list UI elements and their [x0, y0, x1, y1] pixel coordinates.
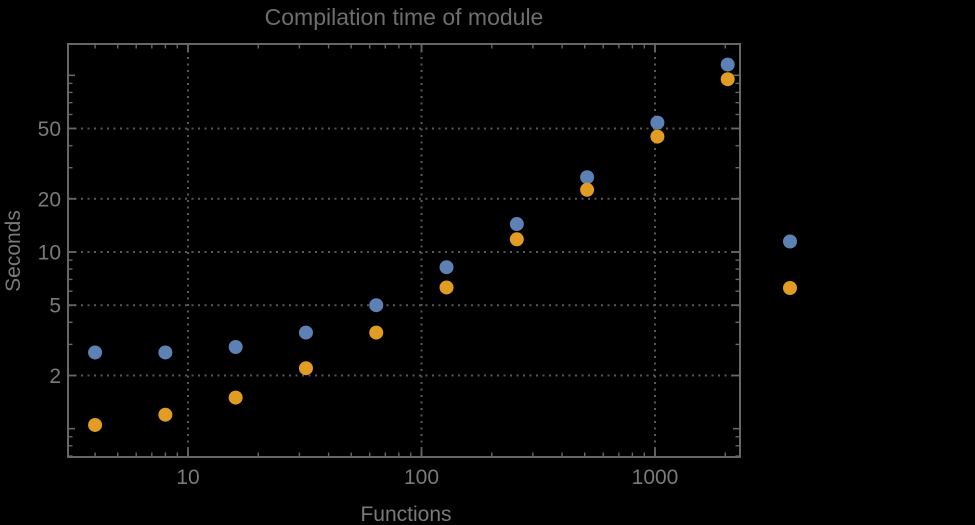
- tick-labels: 10 100 1000 50 20 10 5 2: [38, 118, 679, 489]
- data-point-series-1: [369, 298, 384, 313]
- x-tick-label: 1000: [632, 466, 679, 489]
- data-point-series-1: [439, 260, 454, 275]
- legend-marker-series-2: [783, 281, 797, 295]
- legend-markers: [783, 234, 797, 295]
- gridlines: [68, 44, 740, 457]
- data-point-series-1: [580, 170, 595, 185]
- data-points: [88, 57, 735, 432]
- data-point-series-1: [509, 217, 524, 232]
- data-point-series-2: [439, 280, 454, 295]
- x-tick-label: 10: [176, 466, 199, 489]
- y-tick-label: 5: [49, 295, 61, 318]
- data-point-series-2: [228, 390, 243, 405]
- y-axis-label: Seconds: [2, 210, 25, 292]
- data-point-series-2: [369, 325, 384, 340]
- data-point-series-1: [298, 325, 313, 340]
- data-point-series-2: [509, 232, 524, 247]
- data-point-series-1: [650, 115, 665, 130]
- data-point-series-1: [88, 345, 103, 360]
- chart-title: Compilation time of module: [265, 4, 544, 30]
- y-tick-label: 10: [38, 242, 61, 265]
- plot-frame: [67, 43, 741, 458]
- data-point-series-2: [580, 182, 595, 197]
- data-point-series-2: [720, 72, 735, 87]
- data-point-series-1: [720, 57, 735, 72]
- axis-ticks: [68, 44, 740, 457]
- data-point-series-1: [158, 345, 173, 360]
- data-point-series-2: [298, 361, 313, 376]
- x-tick-label: 100: [404, 466, 439, 489]
- data-point-series-2: [158, 407, 173, 422]
- y-tick-label: 2: [49, 365, 61, 388]
- y-tick-label: 20: [38, 188, 61, 211]
- x-axis-label: Functions: [360, 503, 451, 525]
- data-point-series-2: [650, 129, 665, 144]
- data-point-series-1: [228, 339, 243, 354]
- data-point-series-2: [88, 417, 103, 432]
- legend-marker-series-1: [783, 234, 797, 249]
- y-tick-label: 50: [38, 118, 61, 141]
